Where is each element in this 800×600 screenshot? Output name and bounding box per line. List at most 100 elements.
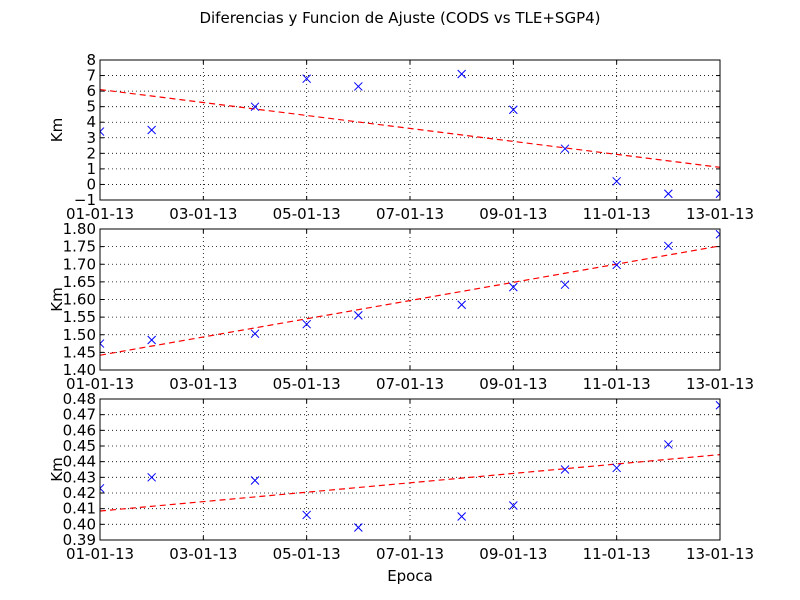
y-tick-label: 0.48 [63, 390, 96, 408]
marker-stroke [612, 463, 622, 473]
plot-area [100, 399, 720, 540]
y-tick-label: −1 [74, 191, 96, 209]
y-tick-label: 7 [86, 67, 96, 85]
x-tick-label: 05-01-13 [273, 205, 341, 223]
fit-line [100, 88, 720, 168]
data-point [250, 476, 260, 485]
y-tick-label: 1 [86, 160, 96, 178]
data-point [353, 523, 363, 532]
marker-stroke [715, 404, 720, 410]
marker-stroke [560, 144, 570, 154]
y-tick-label: 0 [86, 175, 96, 193]
data-point [250, 102, 260, 112]
y-tick-label: 1.60 [63, 291, 96, 309]
y-tick-label: 0.45 [63, 437, 96, 455]
y-tick-label: 2 [86, 144, 96, 162]
data-point [302, 319, 312, 329]
data-point [353, 311, 363, 320]
data-point [250, 329, 260, 339]
x-tick-label: 05-01-13 [273, 545, 341, 563]
marker-stroke [508, 501, 518, 510]
plot-frame [99, 228, 721, 371]
data-point [302, 510, 312, 520]
data-point [715, 189, 720, 199]
marker-stroke [100, 342, 105, 348]
marker-stroke [715, 193, 720, 199]
marker-stroke [715, 233, 720, 239]
x-tick-label: 13-01-13 [686, 545, 754, 563]
data-point [457, 300, 467, 310]
marker-stroke [508, 282, 518, 292]
data-point [147, 125, 157, 135]
x-tick-label: 13-01-13 [686, 375, 754, 393]
marker-stroke [250, 102, 260, 112]
marker-stroke [250, 329, 260, 339]
y-axis-label: Km [48, 287, 66, 311]
data-layer [100, 69, 720, 199]
data-point [100, 339, 105, 348]
marker-stroke [302, 319, 312, 329]
y-tick-label: 0.44 [63, 453, 96, 471]
marker-stroke [663, 189, 673, 199]
y-tick-label: 3 [86, 129, 96, 147]
y-tick-label: 1.55 [63, 308, 96, 326]
marker-stroke [147, 125, 157, 135]
data-point [100, 127, 105, 136]
x-tick-label: 07-01-13 [376, 205, 444, 223]
marker-stroke [715, 400, 720, 406]
x-tick-label: 01-01-13 [66, 545, 134, 563]
y-tick-label: 6 [86, 82, 96, 100]
y-tick-label: 8 [86, 51, 96, 69]
marker-stroke [663, 440, 673, 449]
fit-line [100, 454, 720, 512]
data-point [457, 69, 467, 79]
data-point [457, 512, 467, 521]
x-tick-label: 11-01-13 [583, 375, 651, 393]
y-tick-label: 0.46 [63, 421, 96, 439]
x-tick-label: 09-01-13 [479, 375, 547, 393]
data-point [663, 241, 673, 251]
subplot-3: 0.390.400.410.420.430.440.450.460.470.48… [48, 390, 754, 563]
data-point [560, 465, 570, 474]
x-tick-label: 11-01-13 [583, 545, 651, 563]
x-tick-label: 03-01-13 [169, 205, 237, 223]
marker-stroke [147, 335, 157, 345]
x-tick-label: 01-01-13 [66, 375, 134, 393]
plot-frame [99, 398, 721, 541]
data-layer [100, 400, 720, 532]
x-tick-label: 07-01-13 [376, 545, 444, 563]
x-tick-label: 09-01-13 [479, 205, 547, 223]
y-tick-label: 0.47 [63, 406, 96, 424]
data-point [508, 501, 518, 510]
y-tick-label: 1.45 [63, 343, 96, 361]
marker-stroke [457, 512, 467, 521]
marker-stroke [663, 241, 673, 251]
y-tick-label: 1.70 [63, 255, 96, 273]
marker-stroke [353, 523, 363, 532]
x-tick-label: 03-01-13 [169, 375, 237, 393]
marker-stroke [560, 280, 570, 290]
x-axis-label: Epoca [387, 567, 433, 585]
y-tick-label: 0.43 [63, 468, 96, 486]
x-tick-label: 07-01-13 [376, 375, 444, 393]
data-point [353, 82, 363, 91]
x-tick-label: 03-01-13 [169, 545, 237, 563]
x-tick-label: 11-01-13 [583, 205, 651, 223]
marker-stroke [353, 82, 363, 91]
data-point [663, 440, 673, 449]
marker-stroke [715, 189, 720, 195]
marker-stroke [457, 69, 467, 79]
marker-stroke [508, 105, 518, 115]
data-layer [100, 229, 720, 356]
data-point [612, 176, 622, 186]
y-tick-label: 0.40 [63, 515, 96, 533]
y-tick-label: 1.50 [63, 326, 96, 344]
marker-stroke [302, 74, 312, 84]
marker-stroke [100, 339, 105, 345]
marker-stroke [250, 476, 260, 485]
y-axis-label: Km [48, 118, 66, 142]
y-tick-label: 4 [86, 113, 96, 131]
data-point [715, 229, 720, 239]
